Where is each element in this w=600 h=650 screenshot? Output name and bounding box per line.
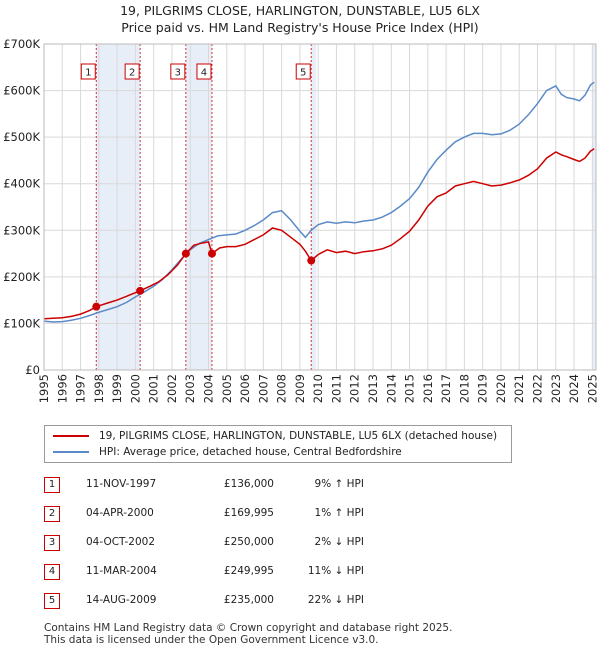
chart-title: 19, PILGRIMS CLOSE, HARLINGTON, DUNSTABL… <box>120 3 480 18</box>
transaction-price: £250,000 <box>223 536 274 548</box>
transaction-number: 1 <box>44 477 60 493</box>
table-row: 2 04-APR-2000 £169,995 1% ↑ HPI <box>44 500 404 529</box>
legend-item-property: 19, PILGRIMS CLOSE, HARLINGTON, DUNSTABL… <box>53 428 497 444</box>
transaction-price: £169,995 <box>223 507 274 519</box>
sale-label: 1 <box>85 68 91 79</box>
sale-label-box <box>196 63 212 80</box>
x-tick-label: 2012 <box>348 374 362 403</box>
x-tick-label: 2019 <box>476 374 490 403</box>
transaction-price: £235,000 <box>223 594 274 606</box>
x-tick-label: 1995 <box>37 374 51 403</box>
y-tick-label: £300K <box>3 223 40 237</box>
x-tick-label: 2017 <box>439 374 453 403</box>
x-tick-label: 2003 <box>183 374 197 403</box>
y-tick-label: £100K <box>3 316 40 330</box>
x-tick-label: 2024 <box>567 374 581 403</box>
x-tick-label: 2001 <box>147 374 161 403</box>
legend-swatch-property <box>53 435 89 437</box>
sale-label: 5 <box>300 68 306 79</box>
y-tick-label: £0 <box>25 363 40 377</box>
sale-label-box <box>170 63 186 80</box>
sale-label-box <box>124 63 140 80</box>
footer-credits: Contains HM Land Registry data © Crown c… <box>44 622 452 646</box>
x-tick-label: 2014 <box>384 374 398 403</box>
transaction-number: 4 <box>44 564 60 580</box>
sale-point <box>136 286 145 295</box>
sale-label: 4 <box>201 68 207 79</box>
transaction-hpi-diff: 1% ↑ HPI <box>314 507 364 519</box>
y-tick-label: £700K <box>3 37 40 51</box>
y-tick-label: £600K <box>3 84 40 98</box>
transaction-hpi-diff: 9% ↑ HPI <box>314 478 364 490</box>
x-tick-label: 1997 <box>74 374 88 403</box>
transaction-hpi-diff: 11% ↓ HPI <box>307 565 364 577</box>
transaction-date: 11-MAR-2004 <box>86 565 157 577</box>
y-tick-label: £200K <box>3 270 40 284</box>
x-tick-label: 2018 <box>457 374 471 403</box>
sale-point <box>307 256 316 265</box>
transaction-date: 04-OCT-2002 <box>86 536 155 548</box>
transaction-number: 3 <box>44 535 60 551</box>
transaction-hpi-diff: 2% ↓ HPI <box>314 536 364 548</box>
legend-item-hpi: HPI: Average price, detached house, Cent… <box>53 444 402 460</box>
price-chart: 1 2 3 4 5 £0 £100K £200K £300K £400K £500K £600K £70… <box>3 37 599 403</box>
sale-label-box <box>295 63 311 80</box>
x-tick-label: 2009 <box>293 374 307 403</box>
transaction-date: 04-APR-2000 <box>86 507 154 519</box>
transactions-table: 1 11-NOV-1997 £136,000 9% ↑ HPI 2 04-APR… <box>44 471 404 616</box>
x-tick-label: 2011 <box>329 374 343 403</box>
legend-label-property: 19, PILGRIMS CLOSE, HARLINGTON, DUNSTABL… <box>99 430 498 442</box>
chart-legend: 19, PILGRIMS CLOSE, HARLINGTON, DUNSTABL… <box>44 425 512 463</box>
shaded-period <box>311 44 317 370</box>
x-tick-label: 1996 <box>55 374 69 403</box>
transaction-number: 5 <box>44 593 60 609</box>
x-tick-label: 2025 <box>585 374 599 403</box>
transaction-date: 14-AUG-2009 <box>86 594 157 606</box>
legend-swatch-hpi <box>53 451 89 453</box>
x-tick-label: 2020 <box>494 374 508 403</box>
sale-point <box>92 302 101 311</box>
x-tick-label: 2007 <box>256 374 270 403</box>
y-tick-label: £500K <box>3 130 40 144</box>
footer-line-copyright: Contains HM Land Registry data © Crown c… <box>44 622 453 634</box>
x-tick-label: 2008 <box>275 374 289 403</box>
table-row: 5 14-AUG-2009 £235,000 22% ↓ HPI <box>44 587 404 616</box>
x-tick-label: 2023 <box>549 374 563 403</box>
chart-subtitle: Price paid vs. HM Land Registry's House … <box>121 20 479 35</box>
x-tick-label: 2004 <box>202 374 216 403</box>
x-tick-label: 2010 <box>311 374 325 403</box>
footer-line-licence: This data is licensed under the Open Gov… <box>44 634 379 646</box>
sale-point <box>207 249 216 258</box>
sale-label-box <box>80 63 96 80</box>
shaded-period <box>96 44 141 370</box>
x-tick-label: 1999 <box>110 374 124 403</box>
x-tick-label: 2022 <box>531 374 545 403</box>
x-tick-label: 2006 <box>238 374 252 403</box>
table-row: 1 11-NOV-1997 £136,000 9% ↑ HPI <box>44 471 404 500</box>
table-row: 3 04-OCT-2002 £250,000 2% ↓ HPI <box>44 529 404 558</box>
x-tick-label: 2021 <box>512 374 526 403</box>
property-price-line <box>43 148 595 320</box>
x-tick-label: 2016 <box>421 374 435 403</box>
transaction-price: £249,995 <box>223 565 274 577</box>
transaction-date: 11-NOV-1997 <box>86 478 157 490</box>
chart-title-block: 19, PILGRIMS CLOSE, HARLINGTON, DUNSTABL… <box>0 2 600 36</box>
sale-label: 2 <box>129 68 135 79</box>
x-tick-label: 2000 <box>128 374 142 403</box>
x-tick-label: 2002 <box>165 374 179 403</box>
table-row: 4 11-MAR-2004 £249,995 11% ↓ HPI <box>44 558 404 587</box>
x-tick-label: 2013 <box>366 374 380 403</box>
sale-point <box>181 249 190 258</box>
plot-frame <box>43 43 597 371</box>
x-tick-label: 2015 <box>403 374 417 403</box>
transaction-price: £136,000 <box>223 478 274 490</box>
x-tick-label: 1998 <box>92 374 106 403</box>
transaction-hpi-diff: 22% ↓ HPI <box>307 594 364 606</box>
transaction-number: 2 <box>44 506 60 522</box>
y-tick-label: £400K <box>3 177 40 191</box>
sale-label: 3 <box>175 68 181 79</box>
shaded-period <box>592 44 596 370</box>
legend-label-hpi: HPI: Average price, detached house, Cent… <box>99 446 402 458</box>
x-tick-label: 2005 <box>220 374 234 403</box>
